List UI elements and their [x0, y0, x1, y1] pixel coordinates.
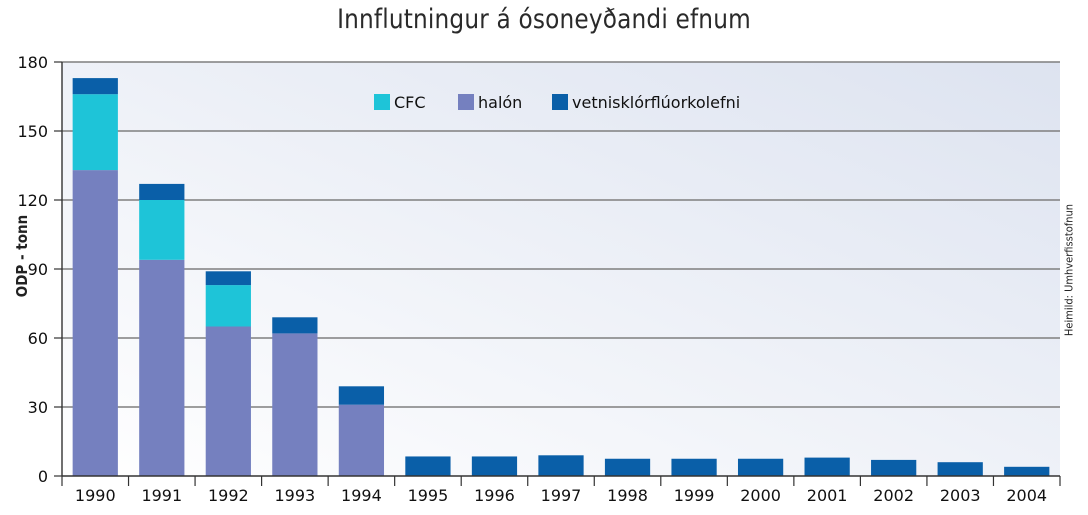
- bar-1996-vetnisklórflúorkolefni: [471, 456, 518, 476]
- legend-swatch-vetnisklórflúorkolefni: [552, 94, 568, 110]
- bar-1990-CFC: [72, 94, 118, 171]
- bar-1997-vetnisklórflúorkolefni: [538, 455, 584, 476]
- bar-1994-halón: [338, 404, 385, 476]
- legend-label: vetnisklórflúorkolefni: [572, 93, 740, 112]
- y-tick-label: 90: [28, 260, 48, 279]
- bar-1992-CFC: [205, 285, 251, 327]
- x-tick-label: 1999: [674, 486, 715, 505]
- bar-1990-halón: [72, 170, 118, 476]
- bar-1993-vetnisklórflúorkolefni: [272, 317, 318, 334]
- bar-2001-vetnisklórflúorkolefni: [804, 457, 850, 476]
- legend-label: halón: [478, 93, 522, 112]
- y-tick-label: 150: [17, 122, 48, 141]
- bar-1991-halón: [139, 259, 185, 476]
- x-tick-label: 1994: [341, 486, 382, 505]
- y-tick-label: 120: [17, 191, 48, 210]
- bar-1994-vetnisklórflúorkolefni: [338, 386, 385, 405]
- x-tick-label: 1990: [75, 486, 116, 505]
- x-tick-label: 1995: [408, 486, 449, 505]
- chart-title: Innflutningur á ósoneyðandi efnum: [337, 4, 751, 35]
- bar-1995-vetnisklórflúorkolefni: [405, 456, 451, 476]
- x-tick-label: 1998: [607, 486, 648, 505]
- legend-swatch-halón: [458, 94, 474, 110]
- bar-1993-halón: [272, 333, 318, 476]
- x-tick-label: 2004: [1006, 486, 1047, 505]
- x-tick-label: 2002: [873, 486, 914, 505]
- bar-1999-vetnisklórflúorkolefni: [671, 458, 717, 476]
- x-tick-label: 1992: [208, 486, 249, 505]
- x-tick-label: 2003: [940, 486, 981, 505]
- y-tick-label: 30: [28, 398, 48, 417]
- bar-2002-vetnisklórflúorkolefni: [871, 459, 917, 476]
- bar-1998-vetnisklórflúorkolefni: [604, 458, 651, 476]
- bar-1991-CFC: [139, 200, 185, 260]
- y-tick-label: 180: [17, 53, 48, 72]
- y-tick-label: 60: [28, 329, 48, 348]
- x-tick-label: 2001: [807, 486, 848, 505]
- bar-1991-vetnisklórflúorkolefni: [139, 183, 185, 200]
- x-tick-label: 1993: [275, 486, 316, 505]
- bar-1992-halón: [205, 326, 251, 476]
- bar-2003-vetnisklórflúorkolefni: [937, 462, 983, 476]
- bar-1990-vetnisklórflúorkolefni: [72, 78, 118, 95]
- bar-1992-vetnisklórflúorkolefni: [205, 271, 251, 286]
- bar-2000-vetnisklórflúorkolefni: [737, 458, 784, 476]
- bar-2004-vetnisklórflúorkolefni: [1004, 466, 1050, 476]
- legend-label: CFC: [394, 93, 426, 112]
- legend-swatch-CFC: [374, 94, 390, 110]
- y-tick-label: 0: [38, 467, 48, 486]
- x-tick-label: 1996: [474, 486, 515, 505]
- x-tick-label: 1997: [541, 486, 582, 505]
- x-tick-label: 2000: [740, 486, 781, 505]
- x-tick-label: 1991: [141, 486, 182, 505]
